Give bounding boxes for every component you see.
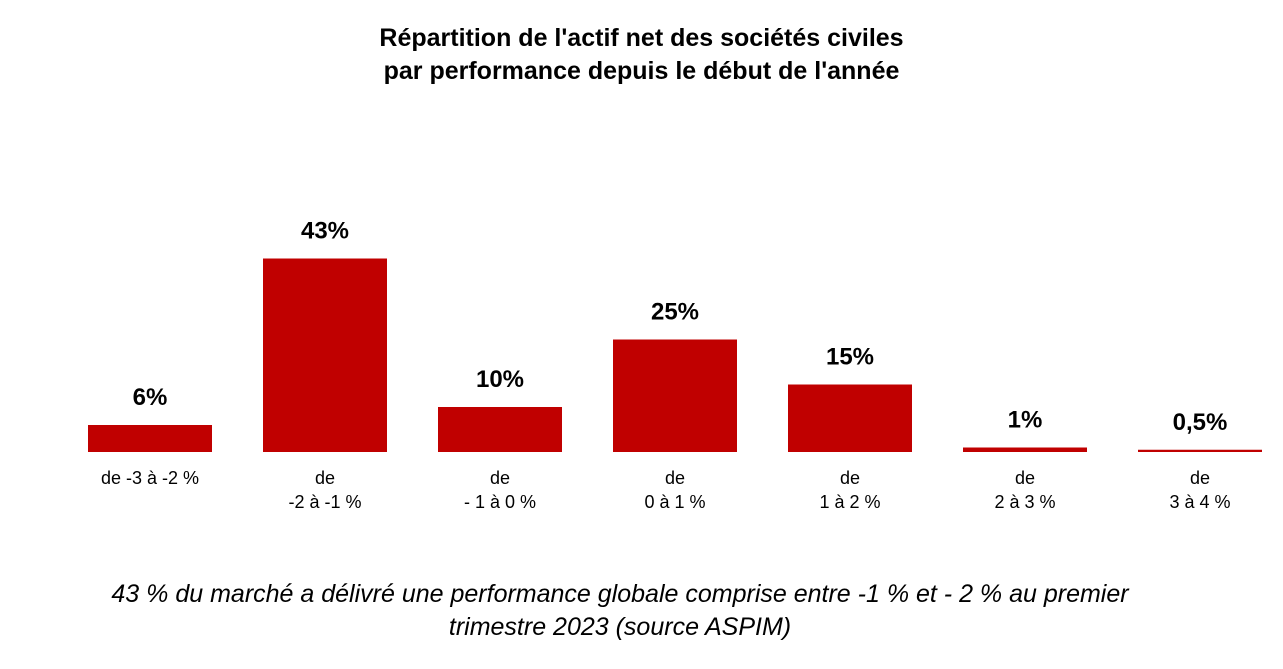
data-label-1: 6% (133, 384, 168, 411)
caption-line-1: 43 % du marché a délivré une performance… (111, 580, 1129, 608)
bar-7 (1138, 449, 1262, 452)
category-label-6-line-1: de (1015, 468, 1035, 488)
category-label-3-line-2: - 1 à 0 % (464, 492, 536, 512)
data-label-3: 10% (476, 366, 524, 393)
category-label-4-line-2: 0 à 1 % (644, 492, 705, 512)
caption-line-2: trimestre 2023 (source ASPIM) (448, 613, 792, 641)
bar-1 (88, 425, 212, 452)
bar-5 (788, 384, 912, 452)
bar-6 (963, 447, 1087, 452)
category-label-7-line-2: 3 à 4 % (1169, 492, 1230, 512)
data-label-7: 0,5% (1173, 409, 1228, 436)
bar-2 (263, 258, 387, 452)
data-label-2: 43% (301, 218, 349, 245)
category-label-6-line-2: 2 à 3 % (994, 492, 1055, 512)
category-label-5-line-2: 1 à 2 % (819, 492, 880, 512)
chart-title: Répartition de l'actif net des sociétés … (0, 22, 1283, 88)
chart-caption: 43 % du marché a délivré une performance… (0, 578, 1240, 644)
data-label-5: 15% (826, 344, 874, 371)
bar-3 (438, 407, 562, 452)
bar-4 (613, 339, 737, 452)
chart-title-line-2: par performance depuis le début de l'ann… (383, 57, 900, 85)
category-label-2-line-2: -2 à -1 % (288, 492, 361, 512)
category-label-5-line-1: de (840, 468, 860, 488)
category-label-2-line-1: de (315, 468, 335, 488)
chart-title-line-1: Répartition de l'actif net des sociétés … (379, 24, 904, 52)
data-label-6: 1% (1008, 407, 1043, 434)
category-label-7-line-1: de (1190, 468, 1210, 488)
category-label-4-line-1: de (665, 468, 685, 488)
category-label-3-line-1: de (490, 468, 510, 488)
data-label-4: 25% (651, 299, 699, 326)
category-label-1-line-1: de -3 à -2 % (101, 468, 199, 488)
